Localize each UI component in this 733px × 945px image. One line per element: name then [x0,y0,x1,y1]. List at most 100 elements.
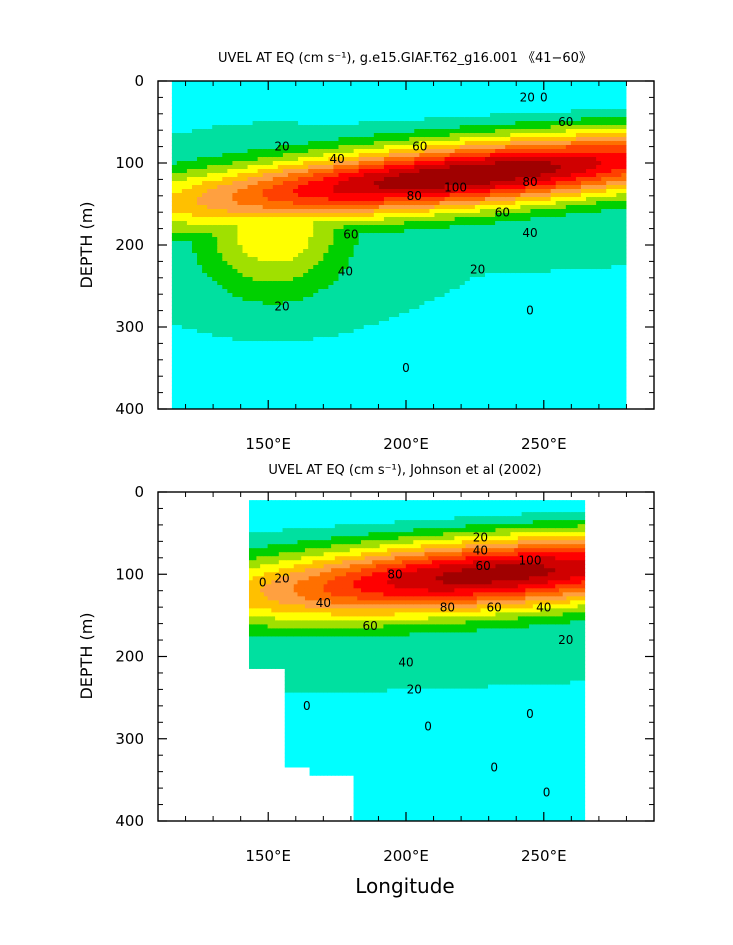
heatmap-cell [358,101,365,106]
heatmap-cell [333,277,340,282]
heatmap-cell [318,117,324,122]
heatmap-cell [328,369,335,374]
heatmap-cell [232,137,239,142]
heatmap-cell [419,369,425,374]
heatmap-cell [439,109,446,114]
heatmap-cell [191,405,198,409]
heatmap-cell [343,109,350,114]
heatmap-cell [186,285,193,290]
heatmap-cell [389,113,395,118]
heatmap-cell [323,277,329,282]
heatmap-cell [353,329,360,334]
heatmap-cell [323,141,329,146]
heatmap-cell [459,89,466,94]
heatmap-cell [394,361,400,366]
heatmap-cell [186,101,193,106]
heatmap-cell [207,349,213,354]
heatmap-cell [252,229,259,234]
heatmap-cell [232,81,239,86]
heatmap-cell [394,269,400,274]
heatmap-cell [404,345,410,350]
heatmap-cell [469,301,476,306]
heatmap-cell [176,337,183,342]
heatmap-cell [353,233,360,238]
heatmap-cell [469,89,476,94]
heatmap-cell [207,121,213,126]
heatmap-cell [303,337,309,342]
heatmap-cell [368,117,375,122]
heatmap-cell [242,129,249,134]
heatmap-cell [242,161,249,166]
heatmap-cell [469,353,476,358]
heatmap-cell [277,249,284,254]
heatmap-cell [353,389,360,394]
heatmap-cell [232,185,239,190]
heatmap-cell [287,237,294,242]
heatmap-cell [449,317,456,322]
heatmap-cell [383,129,390,134]
heatmap-cell [414,133,420,138]
heatmap-cell [444,221,451,226]
heatmap-cell [343,193,350,198]
heatmap-cell [186,185,193,190]
heatmap-cell [308,369,314,374]
heatmap-cell [429,309,436,314]
heatmap-cell [313,345,319,350]
heatmap-cell [272,193,279,198]
heatmap-cell [232,301,239,306]
heatmap-cell [394,105,400,110]
heatmap-cell [202,261,208,266]
heatmap-cell [217,373,223,378]
heatmap-cell [328,357,335,362]
heatmap-cell [227,109,233,114]
heatmap-cell [368,269,375,274]
heatmap-cell [257,81,264,86]
heatmap-cell [232,145,239,150]
heatmap-cell [257,317,264,322]
heatmap-cell [293,177,299,182]
heatmap-cell [409,329,415,334]
heatmap-cell [217,397,223,402]
heatmap-cell [414,357,420,362]
heatmap-cell [378,353,385,358]
heatmap-cell [257,373,264,378]
heatmap-cell [287,225,294,230]
heatmap-cell [348,149,355,154]
heatmap-cell [267,317,274,322]
heatmap-cell [277,265,284,270]
heatmap-cell [262,273,269,278]
heatmap-cell [212,145,218,150]
heatmap-cell [373,397,380,402]
heatmap-cell [333,245,340,250]
heatmap-cell [333,257,340,262]
heatmap-cell [257,381,264,386]
heatmap-cell [373,333,380,338]
heatmap-cell [232,93,239,98]
heatmap-cell [439,185,446,190]
heatmap-cell [287,201,294,206]
heatmap-cell [217,201,223,206]
heatmap-cell [277,305,284,310]
heatmap-cell [373,221,380,226]
heatmap-cell [464,285,471,290]
heatmap-cell [262,373,269,378]
heatmap-cell [343,369,350,374]
heatmap-cell [469,393,476,398]
heatmap-cell [186,301,193,306]
heatmap-cell [242,173,249,178]
heatmap-cell [434,281,441,286]
heatmap-cell [409,197,415,202]
heatmap-cell [181,373,188,378]
heatmap-cell [181,197,188,202]
heatmap-cell [378,385,385,390]
heatmap-cell [338,377,345,382]
heatmap-cell [449,149,456,154]
heatmap-cell [429,377,436,382]
heatmap-cell [449,157,456,162]
heatmap-cell [272,113,279,118]
heatmap-cell [348,345,355,350]
heatmap-cell [242,117,249,122]
heatmap-cell [424,197,431,202]
heatmap-cell [308,381,314,386]
heatmap-cell [338,289,345,294]
